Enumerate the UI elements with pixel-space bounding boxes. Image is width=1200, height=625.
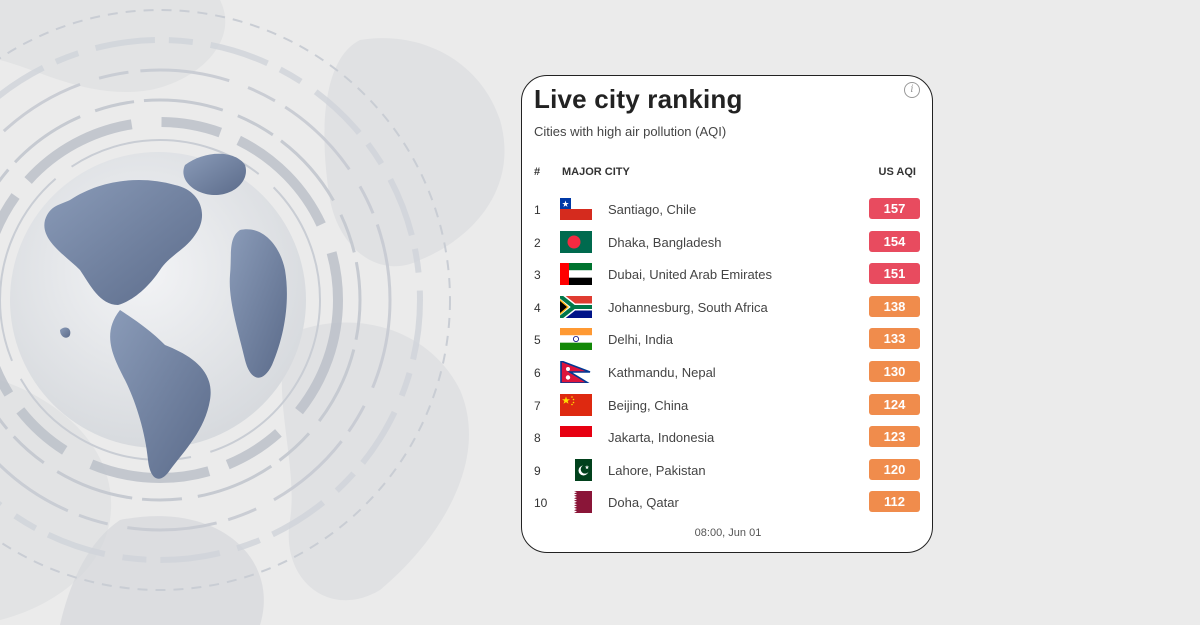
indonesia-flag-icon (560, 426, 592, 449)
ranking-list: 1 Santiago, Chile 157 2 Dhaka, Banglades… (534, 194, 920, 520)
row-city: Kathmandu, Nepal (608, 364, 716, 380)
south-africa-flag-icon (560, 295, 592, 318)
row-rank: 2 (534, 235, 541, 250)
column-header-rank: # (534, 166, 541, 178)
bangladesh-flag-icon (560, 230, 592, 253)
aqi-badge: 123 (869, 426, 920, 448)
aqi-badge: 130 (869, 360, 920, 382)
row-rank: 3 (534, 268, 541, 283)
table-row[interactable]: 2 Dhaka, Bangladesh 154 (534, 227, 920, 260)
aqi-badge: 138 (869, 295, 920, 317)
aqi-badge: 154 (869, 230, 920, 252)
column-header-city: MAJOR CITY (562, 166, 630, 178)
aqi-badge: 124 (869, 393, 920, 415)
row-city: Dubai, United Arab Emirates (608, 267, 773, 283)
uae-flag-icon (560, 263, 592, 286)
row-city: Johannesburg, South Africa (608, 299, 768, 315)
row-city: Delhi, India (608, 332, 674, 348)
qatar-flag-icon (570, 491, 592, 514)
row-city: Dhaka, Bangladesh (608, 234, 722, 250)
table-row[interactable]: 10 Doha, Qatar 112 (534, 487, 920, 520)
table-row[interactable]: 7 Beijing, China 124 (534, 390, 920, 423)
table-row[interactable]: 5 Delhi, India 133 (534, 324, 920, 357)
card-subtitle: Cities with high air pollution (AQI) (534, 124, 727, 139)
table-row[interactable]: 8 Jakarta, Indonesia 123 (534, 422, 920, 455)
row-city: Doha, Qatar (608, 495, 679, 511)
row-city: Jakarta, Indonesia (608, 430, 715, 446)
india-flag-icon (560, 328, 592, 351)
city-ranking-card: Live city ranking i Cities with high air… (521, 75, 933, 553)
aqi-badge: 112 (869, 491, 920, 513)
china-flag-icon (560, 393, 592, 416)
row-rank: 9 (534, 463, 541, 478)
row-city: Santiago, Chile (608, 202, 697, 217)
info-icon[interactable]: i (904, 82, 920, 98)
table-row[interactable]: 9 Lahore, Pakistan 120 (534, 455, 920, 488)
column-header-aqi: US AQI (878, 166, 917, 178)
update-timestamp: 08:00, Jun 01 (694, 527, 762, 539)
aqi-badge: 133 (869, 328, 920, 350)
table-row[interactable]: 1 Santiago, Chile 157 (534, 194, 920, 227)
row-rank: 6 (534, 365, 541, 380)
row-city: Lahore, Pakistan (608, 462, 706, 478)
aqi-badge: 120 (869, 458, 920, 480)
table-header: # MAJOR CITY US AQI (534, 166, 920, 182)
table-row[interactable]: 4 Johannesburg, South Africa 138 (534, 292, 920, 325)
row-rank: 4 (534, 300, 541, 315)
nepal-flag-icon (560, 360, 592, 383)
row-rank: 1 (534, 203, 541, 217)
aqi-badge: 151 (869, 263, 920, 285)
pakistan-flag-icon (570, 458, 592, 481)
table-row[interactable]: 3 Dubai, United Arab Emirates 151 (534, 259, 920, 292)
row-rank: 10 (534, 496, 548, 511)
table-row[interactable]: 6 Kathmandu, Nepal 130 (534, 357, 920, 390)
chile-flag-icon (560, 198, 592, 220)
row-rank: 8 (534, 431, 541, 446)
row-rank: 7 (534, 398, 541, 413)
aqi-badge: 157 (869, 198, 920, 219)
row-rank: 5 (534, 333, 541, 348)
card-title: Live city ranking (534, 84, 743, 114)
row-city: Beijing, China (608, 397, 689, 413)
